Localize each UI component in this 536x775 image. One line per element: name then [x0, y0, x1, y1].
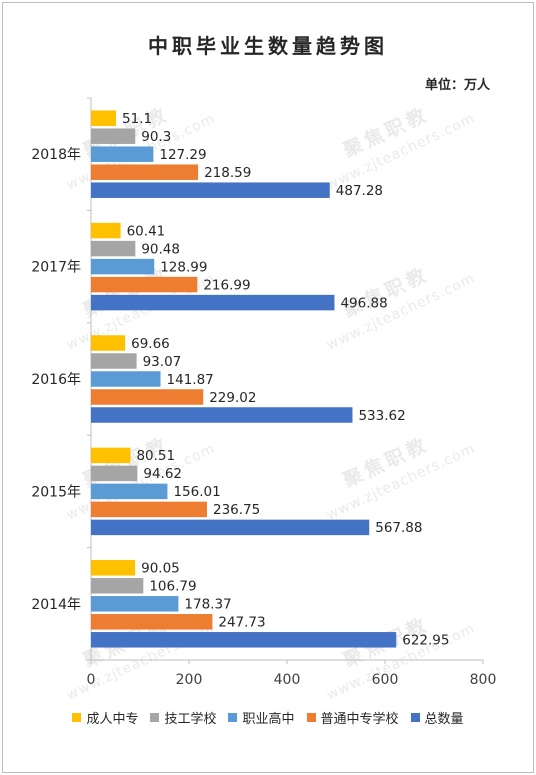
bar — [91, 560, 136, 576]
legend-item: 总数量 — [410, 708, 464, 727]
category-label: 2015年 — [31, 484, 81, 500]
bar — [91, 614, 213, 630]
data-label: 51.1 — [122, 111, 152, 127]
bar — [91, 371, 161, 387]
legend-label: 总数量 — [424, 712, 464, 727]
data-label: 567.88 — [375, 520, 422, 536]
legend-swatch — [228, 713, 238, 722]
legend-swatch — [410, 713, 420, 722]
data-label: 247.73 — [218, 615, 265, 631]
data-label: 141.87 — [167, 372, 214, 388]
category-label: 2016年 — [31, 372, 81, 388]
data-label: 622.95 — [402, 633, 449, 649]
bar — [91, 465, 138, 482]
bar — [91, 335, 126, 351]
data-label: 487.28 — [336, 183, 383, 199]
category-label: 2014年 — [31, 597, 81, 613]
bar — [91, 447, 131, 464]
data-label: 90.48 — [141, 241, 180, 257]
data-label: 90.05 — [141, 561, 180, 577]
bar — [91, 483, 168, 500]
data-label: 94.62 — [143, 466, 182, 482]
data-label: 156.01 — [173, 484, 220, 500]
data-label: 127.29 — [159, 147, 206, 163]
bar — [91, 222, 121, 239]
bar — [91, 501, 208, 518]
bar — [91, 276, 198, 293]
legend-swatch — [72, 713, 82, 722]
data-label: 128.99 — [160, 259, 207, 275]
data-label: 218.59 — [204, 165, 251, 181]
data-label: 496.88 — [340, 295, 387, 311]
chart-title: 中职毕业生数量趋势图 — [148, 34, 388, 58]
data-label: 216.99 — [203, 277, 250, 293]
data-label: 236.75 — [213, 502, 260, 518]
unit-label: 单位：万人 — [424, 78, 490, 93]
data-label: 93.07 — [143, 354, 182, 370]
bar — [91, 128, 136, 144]
data-label: 90.3 — [141, 129, 171, 145]
bar — [91, 294, 335, 311]
legend-item: 职业高中 — [228, 708, 295, 727]
bar — [91, 164, 199, 180]
data-label: 178.37 — [184, 597, 231, 613]
legend-item: 普通中专学校 — [306, 708, 399, 727]
legend-label: 成人中专 — [86, 712, 139, 727]
bar — [91, 110, 117, 126]
data-label: 60.41 — [127, 223, 166, 239]
data-label: 229.02 — [209, 390, 256, 406]
legend-label: 普通中专学校 — [320, 712, 399, 727]
legend-item: 成人中专 — [72, 708, 138, 727]
bar — [91, 240, 136, 257]
legend-label: 技工学校 — [164, 712, 217, 727]
data-label: 106.79 — [149, 579, 196, 595]
bar — [91, 519, 370, 536]
x-tick-label: 600 — [372, 672, 399, 688]
legend-label: 职业高中 — [242, 712, 295, 727]
data-label: 80.51 — [136, 448, 175, 464]
bar — [91, 146, 154, 162]
bar — [91, 407, 353, 423]
x-tick-label: 800 — [470, 672, 497, 688]
category-label: 2017年 — [31, 260, 81, 276]
bar — [91, 632, 397, 648]
legend-swatch — [306, 713, 316, 722]
legend-item: 技工学校 — [150, 708, 216, 727]
legend-swatch — [150, 713, 160, 722]
chart-legend: 成人中专 技工学校 职业高中 普通中专学校 总数量 — [0, 708, 536, 727]
data-label: 533.62 — [358, 408, 405, 424]
data-label: 69.66 — [131, 336, 170, 352]
bar — [91, 182, 330, 198]
bar — [91, 353, 137, 369]
x-tick-label: 200 — [176, 672, 203, 688]
bar — [91, 258, 155, 275]
bar — [91, 389, 204, 405]
x-tick-label: 400 — [274, 672, 301, 688]
category-label: 2018年 — [31, 147, 81, 163]
x-tick-label: 0 — [87, 672, 96, 688]
bar — [91, 596, 179, 612]
bar — [91, 578, 144, 594]
